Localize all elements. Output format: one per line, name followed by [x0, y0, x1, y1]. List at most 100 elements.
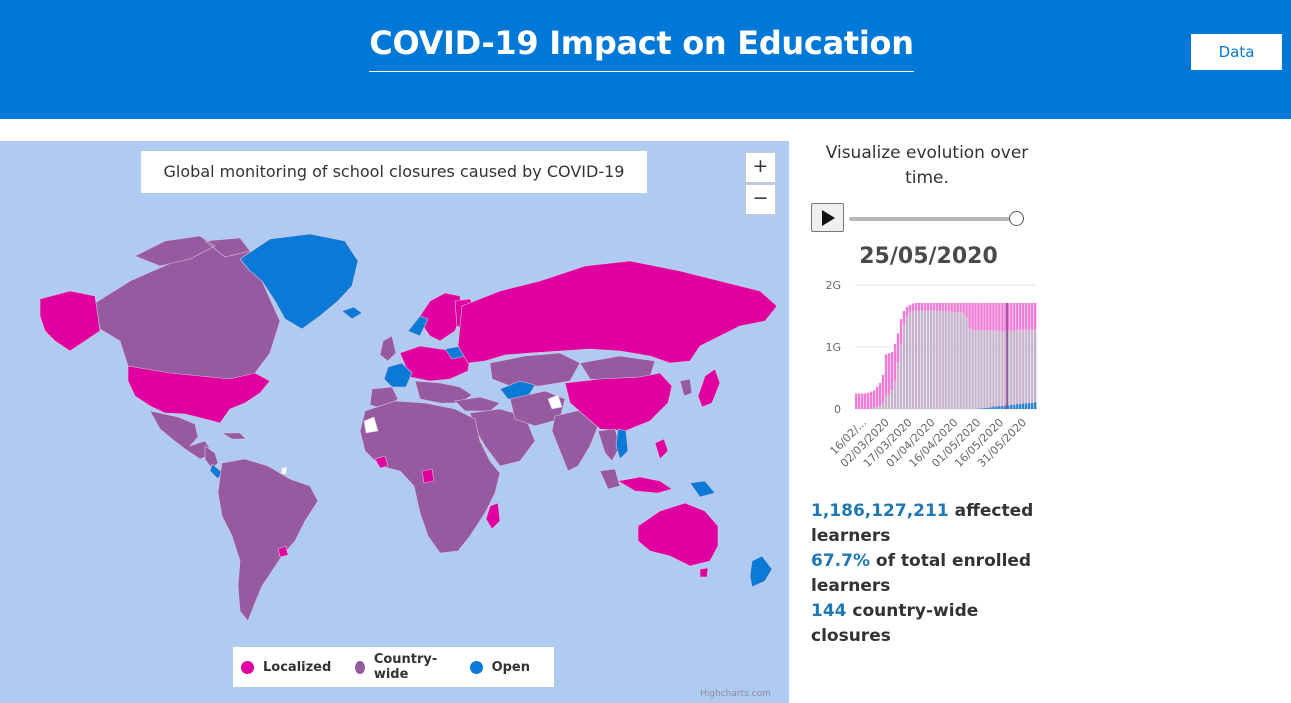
chart-bar[interactable] [884, 354, 888, 409]
chart-bar[interactable] [878, 382, 882, 409]
map-region-norway-open[interactable] [407, 315, 429, 337]
chart-bar[interactable] [866, 392, 870, 409]
world-map-svg[interactable] [0, 141, 789, 703]
map-region-indonesia[interactable] [617, 476, 673, 494]
chart-bar[interactable] [998, 302, 1001, 409]
map-region-western-sahara[interactable] [363, 416, 379, 434]
chart-bar[interactable] [974, 302, 977, 409]
map-region-french-guiana[interactable] [280, 466, 288, 475]
legend-item-open[interactable]: Open [469, 660, 530, 675]
chart-bar[interactable] [911, 303, 915, 409]
map-region-philippines[interactable] [654, 438, 669, 460]
chart-bar[interactable] [935, 302, 938, 409]
chart-bar[interactable] [869, 391, 873, 409]
map-region-japan[interactable] [697, 368, 721, 408]
chart-bar[interactable] [860, 393, 864, 410]
chart-bar[interactable] [932, 302, 935, 409]
chart-bar[interactable] [914, 302, 918, 409]
chart-bar[interactable] [950, 302, 953, 409]
chart-bar[interactable] [1001, 302, 1004, 409]
legend-item-country-wide[interactable]: Country-wide [355, 652, 445, 682]
map-region-russia[interactable] [457, 260, 778, 364]
map-region-pakistan-gap[interactable] [547, 394, 563, 410]
chart-bar[interactable] [881, 374, 885, 409]
map-region-turkey[interactable] [454, 396, 501, 412]
chart-bar[interactable] [1025, 302, 1028, 409]
chart-bar[interactable] [1022, 302, 1025, 409]
chart-bar[interactable] [875, 386, 879, 409]
map-region-usa[interactable] [127, 365, 271, 424]
chart-bar[interactable] [926, 302, 929, 409]
zoom-in-button[interactable]: + [745, 152, 776, 183]
chart-bar[interactable] [1034, 302, 1037, 409]
chart-bar[interactable] [917, 302, 921, 409]
map-region-korea[interactable] [679, 378, 693, 397]
chart-bar[interactable] [1013, 302, 1016, 409]
map-region-caribbean[interactable] [221, 432, 247, 440]
chart-bar[interactable] [992, 302, 995, 409]
map-region-new-zealand[interactable] [749, 555, 773, 588]
chart-bar[interactable] [965, 302, 968, 409]
chart-bar[interactable] [872, 390, 876, 409]
chart-bar[interactable] [929, 302, 932, 409]
map-region-papua-new-guinea[interactable] [689, 480, 716, 498]
map-region-tasmania[interactable] [699, 567, 709, 578]
chart-bar[interactable] [980, 302, 983, 409]
chart-bar[interactable] [899, 319, 903, 409]
chart-bar[interactable] [855, 393, 858, 410]
chart-bar[interactable] [968, 302, 971, 409]
map-region-canadian-arctic[interactable] [134, 235, 251, 267]
map-region-greenland[interactable] [239, 233, 359, 330]
map-region-madagascar[interactable] [485, 502, 501, 530]
chart-bar[interactable] [890, 351, 894, 409]
chart-bar[interactable] [1010, 302, 1013, 409]
map-region-australia[interactable] [637, 502, 719, 567]
map-region-central-america[interactable] [204, 445, 219, 470]
chart-bar[interactable] [986, 302, 989, 409]
map-region-south-america[interactable] [217, 458, 319, 622]
chart-bar[interactable] [962, 302, 965, 409]
legend-item-localized[interactable]: Localized [241, 660, 331, 675]
chart-bar[interactable] [863, 393, 867, 410]
chart-bar[interactable] [956, 302, 959, 409]
map-region-france[interactable] [383, 362, 413, 388]
chart-bar[interactable] [947, 302, 950, 409]
chart-bar[interactable] [896, 333, 900, 409]
chart-bar[interactable] [989, 302, 992, 409]
map-region-scandinavia[interactable] [417, 292, 463, 342]
world-map[interactable]: Global monitoring of school closures cau… [0, 141, 789, 703]
chart-bar[interactable] [908, 304, 912, 409]
chart-bar[interactable] [1019, 302, 1022, 409]
chart-bar[interactable] [953, 302, 956, 409]
play-button[interactable] [811, 203, 844, 232]
chart-bar[interactable] [887, 353, 891, 409]
chart-bar[interactable] [1031, 302, 1034, 409]
chart-bar[interactable] [941, 302, 944, 409]
chart-bar[interactable] [857, 393, 861, 410]
highcharts-credits[interactable]: Highcharts.com [700, 689, 771, 699]
map-region-iceland[interactable] [341, 306, 363, 320]
chart-bar[interactable] [902, 311, 906, 409]
timeline-slider-track[interactable] [849, 217, 1017, 221]
map-region-caucasus[interactable] [499, 380, 536, 400]
chart-bar[interactable] [893, 343, 897, 409]
chart-bar[interactable] [983, 302, 986, 409]
map-region-alaska[interactable] [39, 290, 101, 352]
chart-bar[interactable] [1007, 302, 1010, 409]
chart-bar[interactable] [959, 302, 962, 409]
chart-bar[interactable] [1028, 302, 1031, 409]
chart-bar[interactable] [971, 302, 974, 409]
chart-bar[interactable] [977, 302, 980, 409]
data-button[interactable]: Data [1191, 34, 1282, 70]
map-region-kazakhstan[interactable] [489, 352, 581, 387]
chart-bar[interactable] [905, 306, 909, 409]
zoom-out-button[interactable]: − [745, 184, 776, 215]
chart-bar[interactable] [1016, 302, 1019, 409]
chart-bar[interactable] [923, 302, 926, 409]
map-region-panama[interactable] [209, 463, 223, 480]
chart-bar[interactable] [995, 302, 998, 409]
map-region-uruguay[interactable] [277, 545, 289, 558]
map-region-mexico[interactable] [149, 410, 214, 460]
map-region-central-africa-localized[interactable] [421, 468, 435, 484]
chart-bar[interactable] [920, 302, 924, 409]
